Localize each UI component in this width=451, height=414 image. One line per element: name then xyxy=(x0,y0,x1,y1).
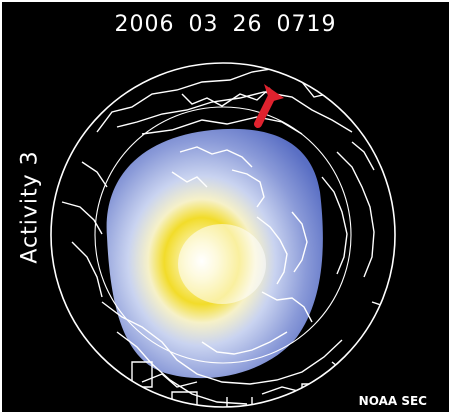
timestamp-label: 2006 03 26 0719 xyxy=(114,12,337,37)
red-arrow-icon xyxy=(254,84,284,128)
auroral-oval xyxy=(106,128,323,379)
data-source-credit: NOAA SEC xyxy=(358,394,427,408)
globe-outline xyxy=(50,62,396,408)
